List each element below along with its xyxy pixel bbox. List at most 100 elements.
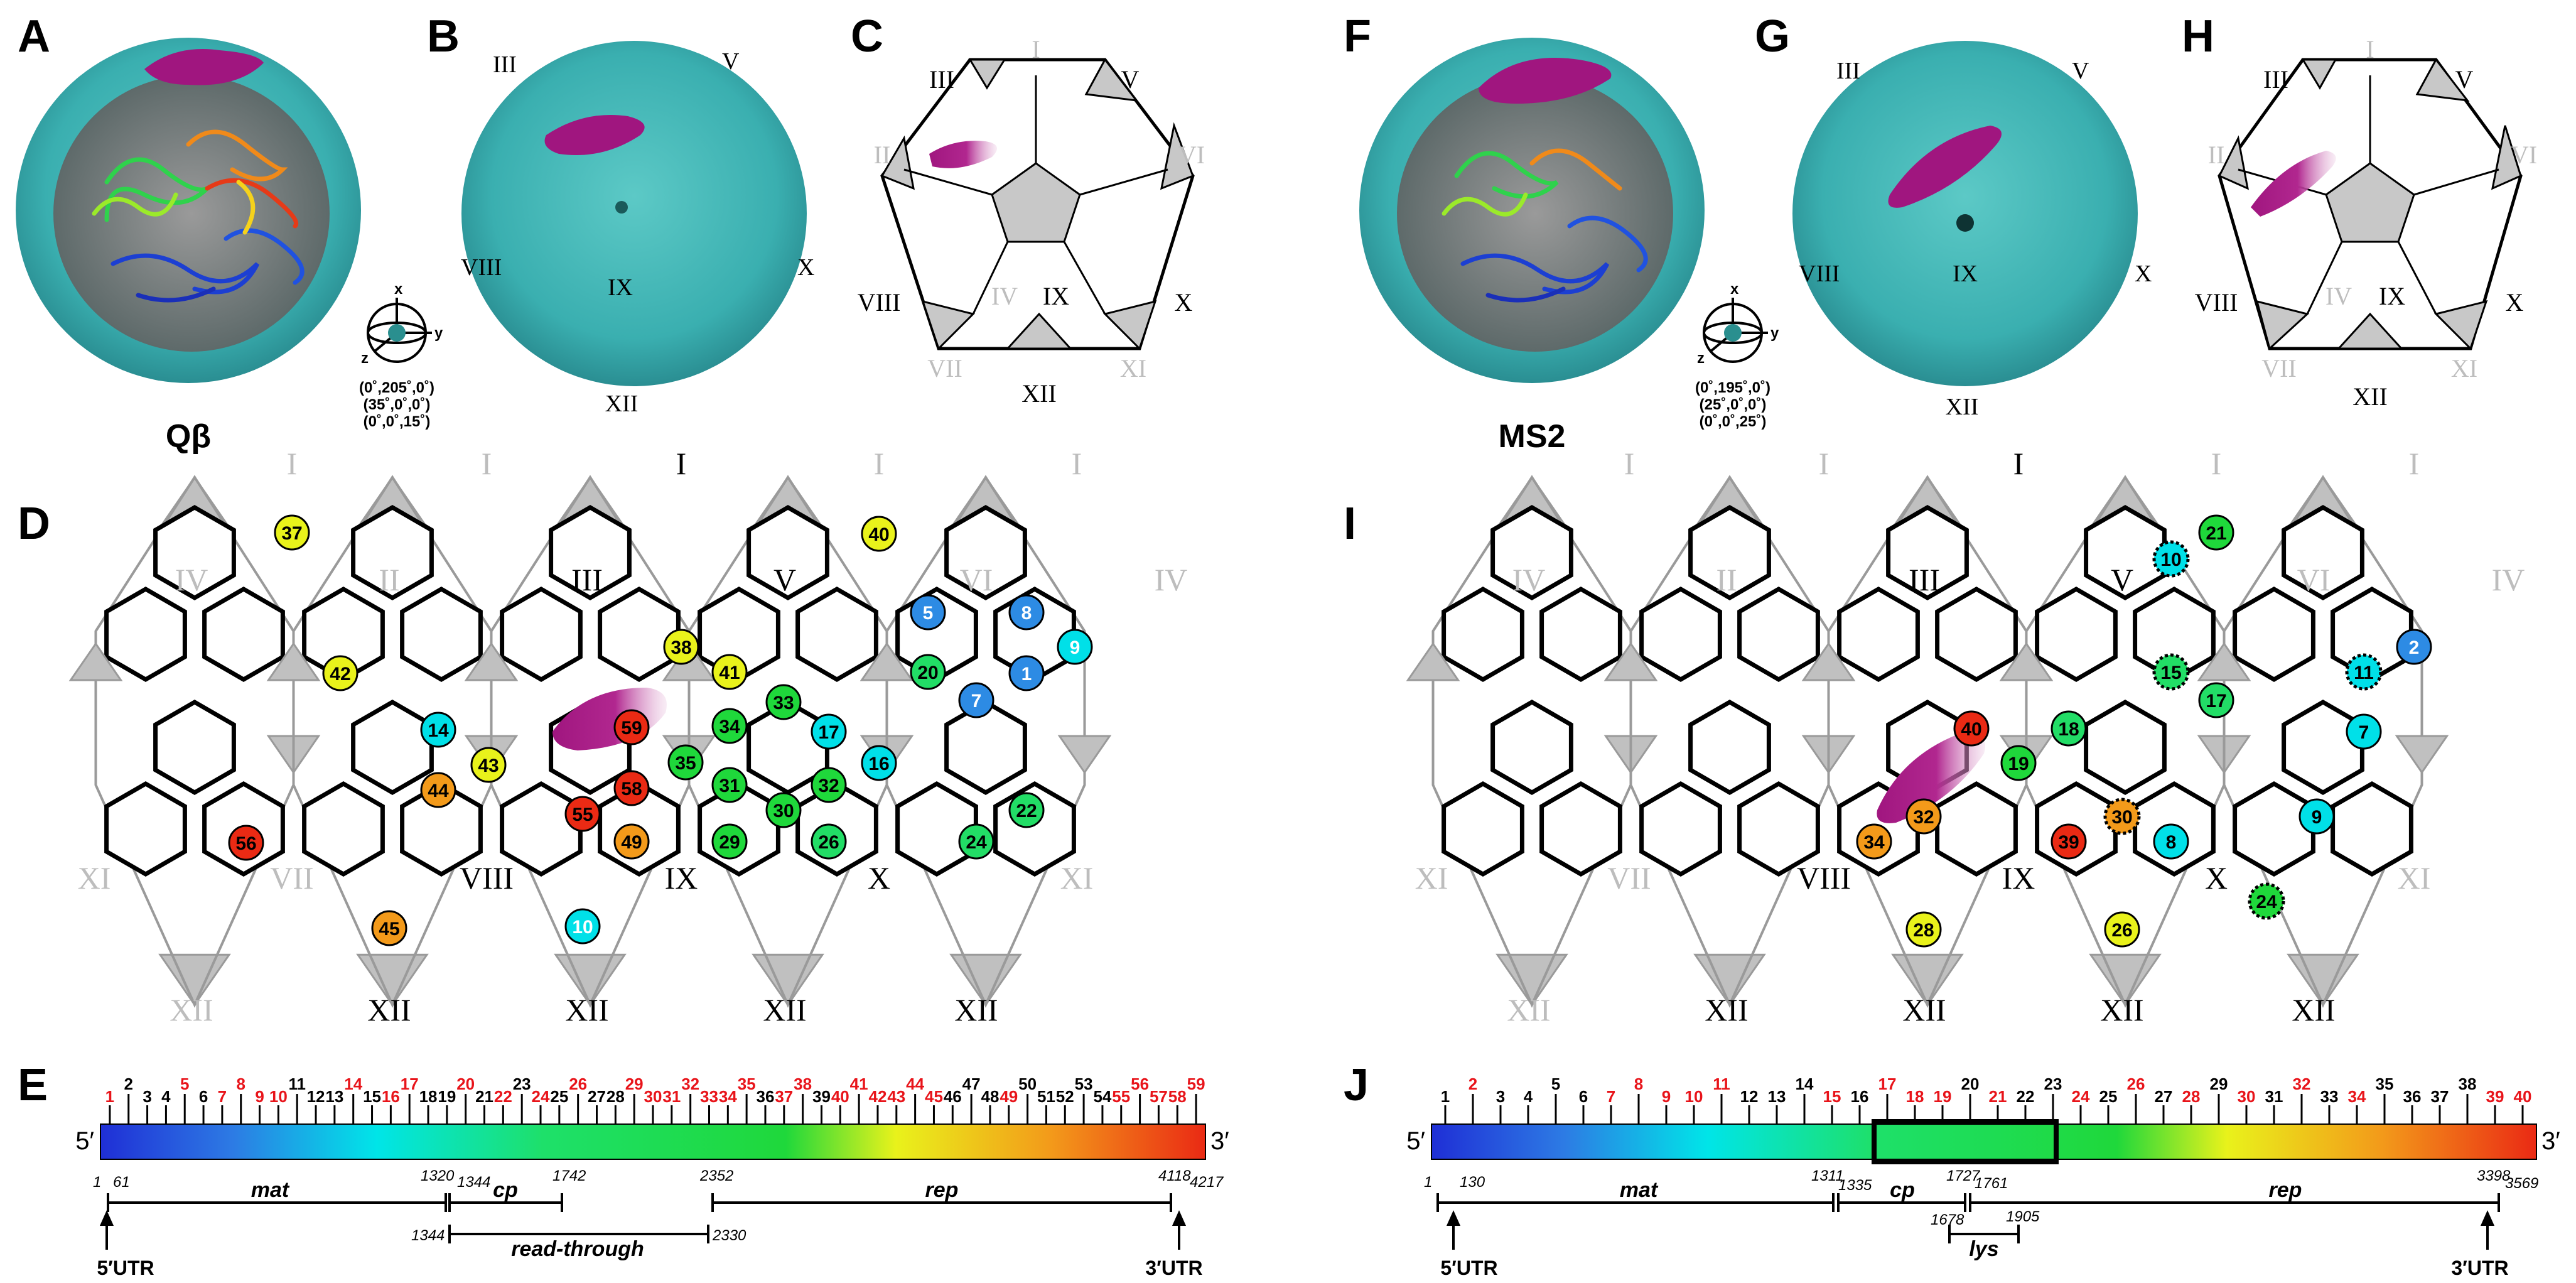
qb-tick-label: 1 [105,1087,114,1106]
qb-node-label: 49 [621,832,642,853]
qb-orientation-gizmo [367,298,432,363]
qb-net-label-i-4: I [874,446,885,481]
net-hexagon [500,586,583,683]
qb-node [1008,792,1045,828]
qb-tick-label: 16 [382,1087,400,1106]
qb-node-label: 43 [478,755,498,776]
ms2-axis-x-label: x [1730,281,1739,298]
ms2-net-label-viii: VIII [1797,860,1851,896]
qb-node-label: 8 [1021,603,1032,624]
qb-node-label: 59 [621,718,642,739]
qb-node-label: 30 [773,801,794,821]
qb-tick-label: 19 [438,1087,456,1106]
panel-letter-i: I [1344,499,1356,549]
qb-net-label-xii-2: XII [367,992,411,1027]
ms2-coord-1311: 1311 [1811,1167,1844,1184]
ms2-node-label: 32 [1913,807,1934,828]
ms2-coord-3569: 3569 [2505,1175,2538,1192]
ms2-node [2298,798,2335,835]
ms2-tick-label: 17 [1878,1075,1897,1093]
qb-tick-label: 40 [831,1087,849,1106]
qb-tick-label: 54 [1093,1087,1111,1106]
qb-tick-label: 37 [775,1087,793,1106]
net-hexagon [2084,699,2167,796]
qb-node-label: 16 [868,754,889,774]
qb-tick-label: 57 [1150,1087,1168,1106]
ms2-node [2198,682,2234,718]
qb-tick-label: 29 [625,1075,644,1093]
ms2-net-label-xii-3: XII [1902,992,1946,1027]
ms2-node-label: 39 [2058,832,2079,853]
qb-tick-label: 23 [513,1075,531,1093]
ms2-node-label: 15 [2160,663,2181,683]
ms2-orientation-line-2: (25˚,0˚,0˚) [1700,396,1767,413]
qb-tick-label: 31 [662,1087,681,1106]
qb-node [667,744,704,781]
qb-node-label: 20 [917,663,938,683]
net-hexagon [2035,586,2118,683]
qb-node [613,709,650,745]
ms2-tick-label: 37 [2431,1087,2449,1106]
qb-node [1008,655,1045,691]
qb-poly-label-v: V [1121,65,1140,94]
qb-node-label: 38 [671,637,691,658]
qb-coord-2330: 2330 [712,1227,746,1244]
qb-coord-1320: 1320 [421,1167,455,1184]
ms2-node [2051,710,2087,747]
net-hexagon [2282,504,2364,601]
net-hexagon [1737,586,1820,683]
qb-tick-label: 44 [906,1075,924,1093]
qb-node [322,655,358,691]
ms2-node [2396,629,2432,665]
net-hexagon [1490,699,1573,796]
qb-capsid-label-viii: VIII [461,254,502,281]
ms2-poly-label-xii: XII [2352,382,2388,411]
ms2-node [2051,823,2087,860]
ms2-gene-mat: mat [1620,1178,1659,1202]
panel-letter-f: F [1344,11,1371,62]
ms2-net-label-iv: IV [1512,562,1546,597]
qb-coord-1344b: 1344 [411,1227,445,1244]
qb-node-label: 55 [572,804,593,825]
ms2-tick-label: 25 [2099,1087,2118,1106]
qb-tick-label: 7 [218,1087,227,1106]
qb-orientation-line-1: (0˚,205˚,0˚) [359,379,434,396]
ms2-net-label-xi: XI [1415,860,1448,896]
qb-poly-label-x: X [1175,288,1193,317]
qb-poly-label-vii: VII [927,354,962,382]
qb-capsid-label-iii: III [493,51,517,78]
qb-node-label: 41 [719,663,740,683]
qb-net-label-xii-3: XII [565,992,608,1027]
qb-capsid-label-xii: XII [605,391,639,417]
qb-node-label: 32 [818,776,839,796]
net-hexagon [746,504,829,601]
ms2-unfolded-net [1406,475,2449,1008]
qb-poly-label-ix: IX [1043,282,1069,310]
ms2-tick-label: 24 [2072,1087,2090,1106]
ms2-utr5: 5′UTR [1440,1257,1497,1279]
ms2-orientation-gizmo [1703,298,1768,363]
net-hexagon [1639,781,1722,877]
ms2-utr3: 3′UTR [2451,1257,2508,1279]
net-hexagon [1490,504,1573,601]
ms2-gene-map [1436,1193,2500,1250]
ms2-tick-label: 7 [1607,1087,1615,1106]
ms2-capsid-image [1792,41,2138,386]
ms2-orientation-line-3: (0˚,0˚,25˚) [1700,413,1767,430]
qb-node-label: 29 [719,832,740,853]
qb-tick-label: 47 [962,1075,981,1093]
qb-net-label-ix: IX [665,860,698,896]
qb-coord-1742: 1742 [552,1167,586,1184]
qb-node [765,792,802,828]
qb-coord-2352: 2352 [699,1167,733,1184]
ms2-tick-label: 20 [1961,1075,1980,1093]
ms2-tick-label: 38 [2459,1075,2477,1093]
ms2-node [2198,514,2234,551]
panel-letter-b: B [427,11,460,62]
qb-node [811,823,847,860]
qb-tick-label: 39 [812,1087,831,1106]
qb-tick-label: 5 [180,1075,189,1093]
ms2-genome-bar [1431,1123,2537,1160]
ms2-net-label-i-1: I [1624,446,1635,481]
